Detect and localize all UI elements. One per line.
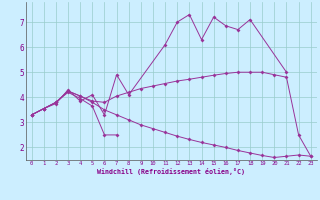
X-axis label: Windchill (Refroidissement éolien,°C): Windchill (Refroidissement éolien,°C) bbox=[97, 168, 245, 175]
